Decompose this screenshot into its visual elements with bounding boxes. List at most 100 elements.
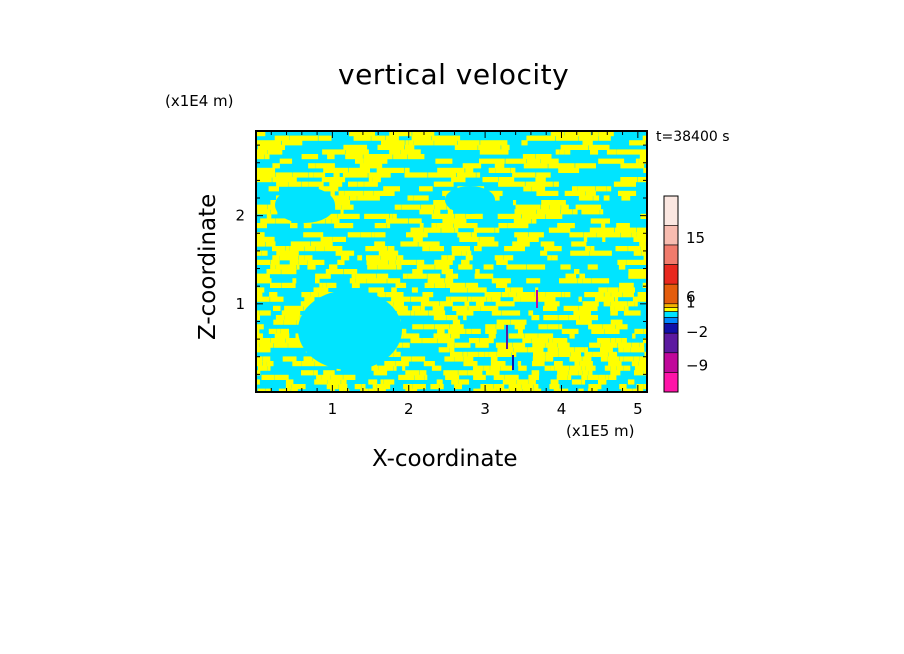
velocity-cell <box>480 305 499 311</box>
colorbar-frame <box>663 195 679 393</box>
velocity-cell <box>284 315 300 321</box>
velocity-cell <box>357 195 380 201</box>
velocity-cell <box>514 209 537 215</box>
velocity-cell <box>456 172 476 178</box>
velocity-cell <box>579 361 593 367</box>
velocity-cell <box>419 223 424 229</box>
velocity-cell <box>337 213 360 219</box>
velocity-cell <box>587 388 598 392</box>
velocity-cell <box>341 204 354 210</box>
velocity-cell <box>323 370 335 376</box>
velocity-cell <box>607 287 619 293</box>
velocity-cell <box>485 328 497 334</box>
velocity-cell <box>256 296 270 302</box>
velocity-cell <box>623 356 634 362</box>
velocity-cell <box>282 356 297 362</box>
velocity-cell <box>580 315 598 321</box>
velocity-cell <box>410 296 430 302</box>
velocity-cell <box>285 338 302 344</box>
velocity-cell <box>555 149 560 155</box>
velocity-cell <box>433 200 458 206</box>
velocity-cell <box>400 149 421 155</box>
velocity-cell <box>343 144 368 150</box>
velocity-cell <box>581 374 588 380</box>
velocity-cell <box>262 361 267 367</box>
velocity-cell <box>364 213 390 219</box>
velocity-cell <box>496 388 509 392</box>
velocity-cell <box>643 167 647 173</box>
velocity-cell <box>559 149 565 155</box>
velocity-cell <box>445 374 460 380</box>
velocity-cell <box>480 384 494 390</box>
velocity-cell <box>551 255 558 261</box>
velocity-cell <box>428 310 446 316</box>
velocity-cell <box>484 351 489 357</box>
velocity-cell <box>465 167 474 173</box>
velocity-cell <box>256 250 261 256</box>
velocity-cell <box>285 384 292 390</box>
velocity-cell <box>383 379 395 385</box>
velocity-cell <box>458 379 470 385</box>
velocity-cell <box>558 393 570 398</box>
velocity-cell <box>618 264 626 270</box>
velocity-cell <box>294 393 298 398</box>
velocity-cell <box>491 310 501 316</box>
velocity-cell <box>290 223 298 229</box>
velocity-cell <box>256 338 270 344</box>
velocity-cell <box>315 278 320 284</box>
strong-velocity-streak <box>536 290 538 308</box>
velocity-cell <box>419 186 433 192</box>
velocity-cell <box>607 356 620 362</box>
velocity-cell <box>304 255 313 261</box>
velocity-cell <box>500 365 512 371</box>
velocity-cell <box>614 227 636 233</box>
velocity-cell <box>569 356 582 362</box>
velocity-cell <box>420 301 440 307</box>
velocity-cell <box>256 223 267 229</box>
velocity-cell <box>591 131 599 137</box>
velocity-cell <box>298 393 307 398</box>
velocity-cell <box>413 195 429 201</box>
velocity-cell <box>364 181 378 187</box>
velocity-cell <box>608 361 622 367</box>
velocity-cell <box>578 195 593 201</box>
velocity-cell <box>257 388 266 392</box>
velocity-cell <box>616 324 628 330</box>
velocity-cell <box>498 223 508 229</box>
velocity-cell <box>610 338 616 344</box>
velocity-cell <box>591 278 610 284</box>
velocity-cell <box>560 264 571 270</box>
velocity-cell <box>316 374 322 380</box>
velocity-cell <box>341 379 347 385</box>
velocity-cell <box>389 131 412 137</box>
velocity-cell <box>343 269 358 275</box>
velocity-cell <box>494 255 504 261</box>
velocity-cell <box>410 227 424 233</box>
velocity-cell <box>544 365 550 371</box>
x-tick-label: 4 <box>557 400 567 418</box>
velocity-cell <box>318 186 339 192</box>
velocity-cell <box>325 269 344 275</box>
velocity-cell <box>610 319 623 325</box>
velocity-cell <box>643 255 647 261</box>
velocity-cell <box>339 393 349 398</box>
velocity-cell <box>256 167 276 173</box>
velocity-cell <box>401 204 421 210</box>
velocity-cell <box>639 342 645 348</box>
velocity-cell <box>552 338 568 344</box>
y-tick-label: 1 <box>235 295 245 313</box>
colorbar-label: 1 <box>686 294 696 312</box>
velocity-cell <box>270 200 278 206</box>
velocity-cell <box>281 269 297 275</box>
velocity-cell <box>631 342 640 348</box>
velocity-cell <box>357 181 364 187</box>
velocity-cell <box>272 163 280 169</box>
velocity-cell <box>543 315 558 321</box>
velocity-cell <box>622 292 634 298</box>
velocity-cell <box>508 384 522 390</box>
velocity-cell <box>419 370 427 376</box>
velocity-cell <box>561 204 569 210</box>
velocity-cell <box>264 154 270 160</box>
velocity-cell <box>335 204 342 210</box>
velocity-cell <box>413 384 426 390</box>
